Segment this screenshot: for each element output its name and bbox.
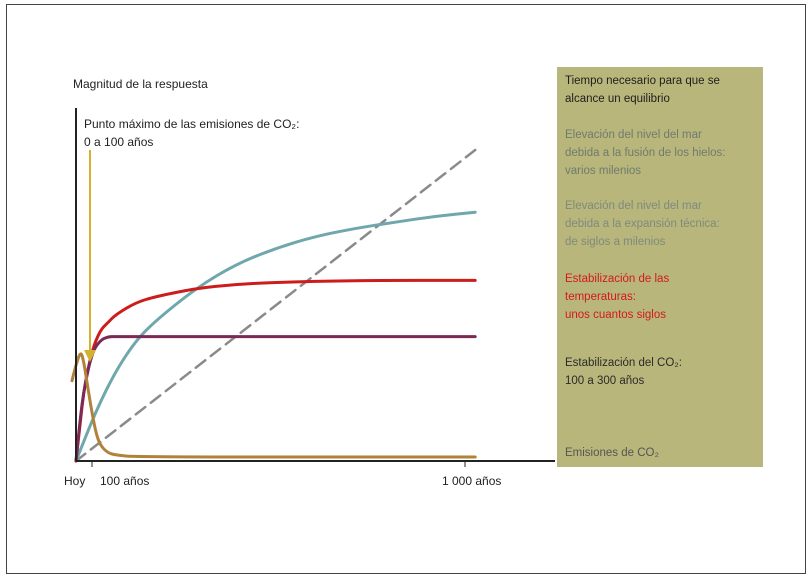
x-tick-100: 100 años (100, 474, 149, 488)
legend-label-temperature: Estabilización de las temperaturas: unos… (565, 273, 670, 321)
series-group (70, 148, 477, 463)
legend-label-sea-ice: Elevación del nivel del mar debida a la … (565, 129, 726, 177)
annotation-line-2: 0 a 100 años (84, 135, 153, 149)
series-line-sea-ice (74, 148, 477, 463)
legend-title: Tiempo necesario para que se alcance un … (565, 75, 720, 105)
annotation-arrow-head (84, 350, 96, 362)
legend-label-emissions: Emisiones de CO₂ (565, 447, 659, 459)
x-tick-hoy: Hoy (64, 474, 85, 488)
x-tick-1000: 1 000 años (442, 474, 501, 488)
series-line-temperature (74, 278, 477, 463)
y-axis-label: Magnitud de la respuesta (73, 77, 208, 91)
legend-label-sea-thermal: Elevación del nivel del mar debida a la … (565, 200, 720, 248)
annotation-line-1: Punto máximo de las emisiones de CO₂: (84, 117, 299, 131)
series-line-co2 (74, 335, 477, 463)
series-line-sea-thermal (74, 210, 477, 463)
series-line-emissions (70, 352, 477, 459)
legend-panel (557, 67, 763, 467)
legend-label-co2: Estabilización del CO₂: 100 a 300 años (565, 357, 682, 387)
